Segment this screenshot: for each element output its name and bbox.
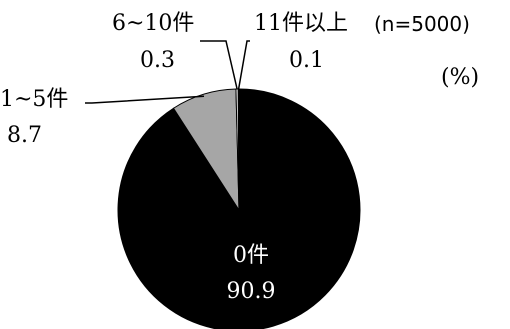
sample-size-note: (n=5000): [374, 12, 470, 36]
unit-label: (%): [441, 65, 479, 90]
slice-label-2: 6~10件: [112, 11, 194, 36]
slice-value-3: 0.1: [289, 48, 324, 73]
slice-value-0: 90.9: [227, 279, 276, 304]
leader-line-2: [200, 40, 238, 90]
leader-line-1: [85, 95, 205, 104]
pie-slices: [117, 88, 361, 329]
slice-label-1: 1~5件: [0, 87, 68, 112]
slice-label-0: 0件: [233, 243, 269, 268]
slice-label-3: 11件以上: [254, 11, 348, 36]
leader-lines: [85, 40, 250, 104]
slice-value-2: 0.3: [140, 48, 175, 73]
slice-value-1: 8.7: [7, 123, 42, 148]
leader-line-3: [237, 40, 250, 90]
